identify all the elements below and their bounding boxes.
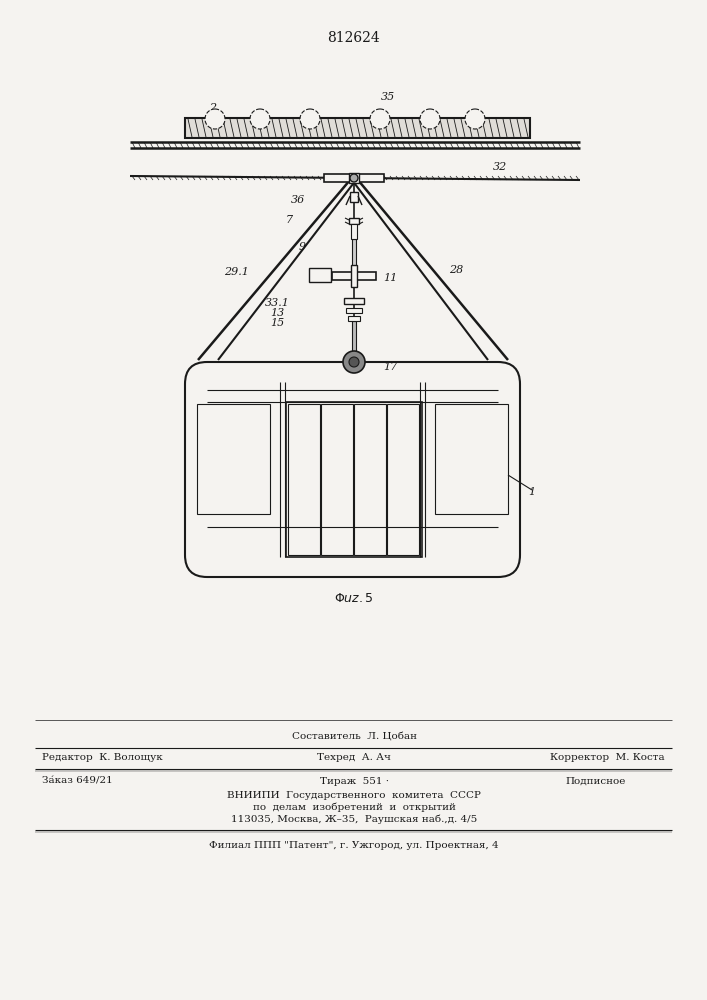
Circle shape — [250, 109, 270, 129]
Text: 812624: 812624 — [327, 31, 380, 45]
Bar — [352, 321, 356, 356]
Circle shape — [349, 357, 359, 367]
Text: Тираж  551 ·: Тираж 551 · — [320, 776, 389, 786]
Text: 29.1: 29.1 — [223, 267, 248, 277]
Text: Корректор  М. Коста: Корректор М. Коста — [550, 754, 665, 762]
Circle shape — [420, 109, 440, 129]
Text: 33.1: 33.1 — [264, 298, 289, 308]
Text: Редактор  К. Волощук: Редактор К. Волощук — [42, 754, 163, 762]
Text: За́каз 649/21: За́каз 649/21 — [42, 776, 112, 786]
Bar — [324, 174, 384, 182]
Text: 9: 9 — [298, 242, 305, 252]
Bar — [332, 272, 376, 280]
Bar — [349, 218, 359, 224]
Text: 13: 13 — [270, 308, 284, 318]
Bar — [350, 192, 358, 202]
Bar — [352, 239, 356, 269]
Text: по  делам  изобретений  и  открытий: по делам изобретений и открытий — [252, 802, 455, 812]
Text: ВНИИПИ  Государственного  комитета  СССР: ВНИИПИ Государственного комитета СССР — [227, 790, 481, 800]
Circle shape — [205, 109, 225, 129]
Text: Составитель  Л. Цобан: Составитель Л. Цобан — [291, 732, 416, 742]
Bar — [197, 404, 270, 514]
Bar — [351, 265, 357, 287]
Circle shape — [300, 109, 320, 129]
Text: 2: 2 — [209, 103, 216, 113]
Text: 35: 35 — [381, 92, 395, 102]
Text: 113035, Москва, Ж–35,  Раушская наб.,д. 4/5: 113035, Москва, Ж–35, Раушская наб.,д. 4… — [231, 814, 477, 824]
Bar — [349, 173, 359, 183]
Text: $\Phi u z . 5$: $\Phi u z . 5$ — [334, 591, 374, 604]
Bar — [321, 404, 353, 555]
Text: Подписное: Подписное — [565, 776, 626, 786]
FancyBboxPatch shape — [185, 362, 520, 577]
Bar — [346, 308, 362, 313]
Text: 28: 28 — [449, 265, 463, 275]
Circle shape — [465, 109, 485, 129]
Bar — [435, 404, 508, 514]
Text: 7: 7 — [286, 215, 293, 225]
Text: 32: 32 — [493, 162, 507, 172]
Bar — [348, 316, 360, 321]
Bar — [344, 298, 364, 304]
Bar — [286, 402, 422, 557]
Circle shape — [350, 174, 358, 182]
Text: Филиал ППП "Патент", г. Ужгород, ул. Проектная, 4: Филиал ППП "Патент", г. Ужгород, ул. Про… — [209, 840, 499, 850]
Bar — [288, 404, 320, 555]
Circle shape — [343, 351, 365, 373]
Text: Техред  А. Ач: Техред А. Ач — [317, 754, 391, 762]
Text: 36: 36 — [291, 195, 305, 205]
Bar — [351, 224, 357, 239]
Circle shape — [370, 109, 390, 129]
Bar — [354, 404, 386, 555]
Bar — [185, 118, 530, 138]
Text: 15: 15 — [270, 318, 284, 328]
Text: 17: 17 — [383, 362, 397, 372]
Bar — [309, 268, 331, 282]
Text: 1: 1 — [528, 487, 536, 497]
Bar — [387, 404, 419, 555]
Text: 11: 11 — [383, 273, 397, 283]
